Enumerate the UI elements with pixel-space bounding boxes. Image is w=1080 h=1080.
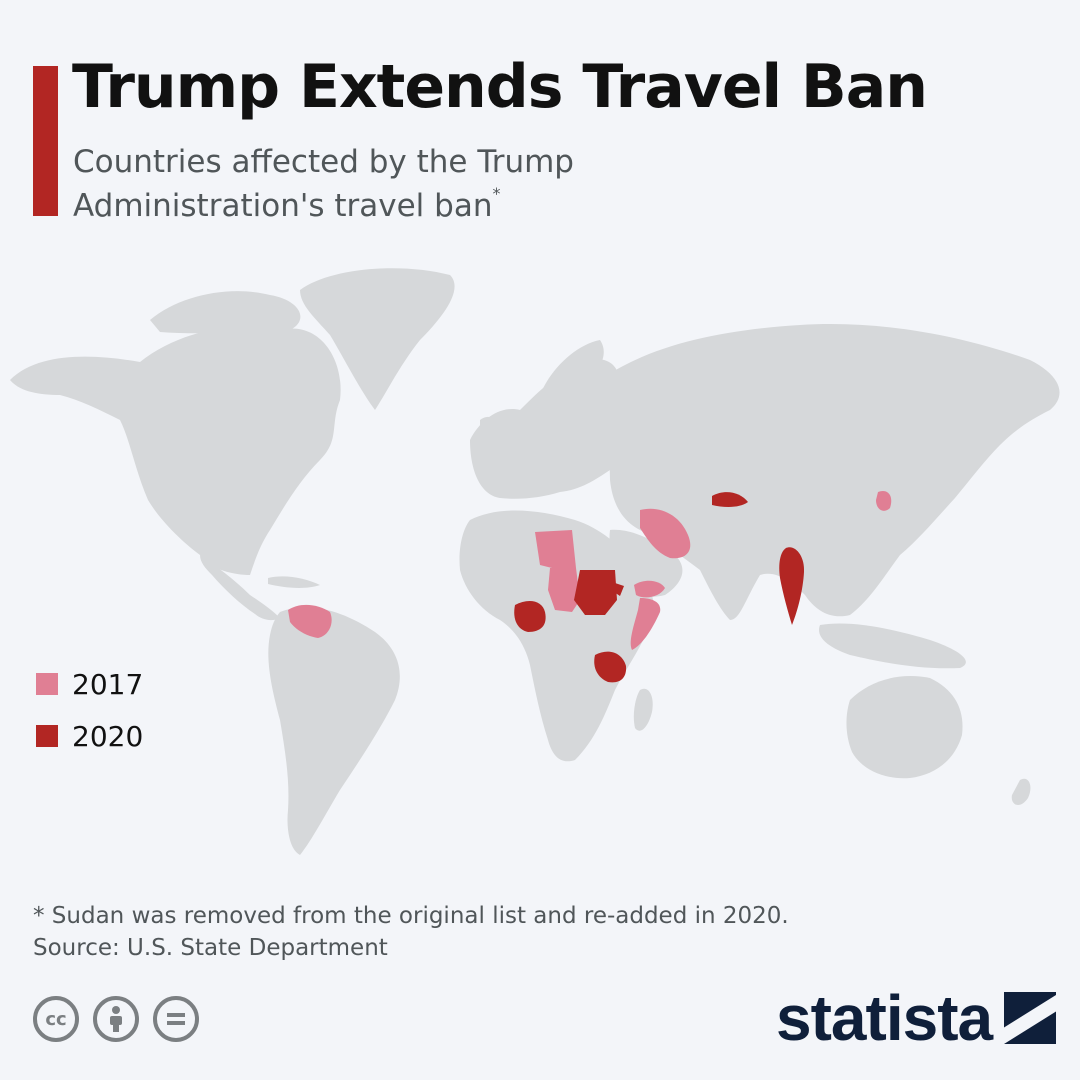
footnote-text: * Sudan was removed from the original li… bbox=[33, 903, 789, 929]
land-madagascar bbox=[633, 688, 653, 731]
country-yemen bbox=[634, 580, 665, 598]
country-tanzania bbox=[594, 651, 627, 683]
license-icons: cc bbox=[33, 996, 213, 1042]
country-somalia bbox=[630, 598, 661, 650]
world-map bbox=[0, 250, 1080, 870]
statista-logo[interactable]: statista bbox=[776, 982, 1057, 1054]
legend-label-2017: 2017 bbox=[72, 667, 144, 701]
land-japan bbox=[906, 469, 930, 516]
legend: 2017 2020 bbox=[36, 664, 143, 768]
legend-item-2017: 2017 bbox=[36, 664, 143, 704]
accent-bar bbox=[33, 66, 58, 216]
attribution-person-icon[interactable] bbox=[93, 996, 139, 1042]
subtitle-footnote-marker: * bbox=[492, 184, 501, 203]
world-map-svg bbox=[10, 268, 1060, 855]
cc-icon[interactable]: cc bbox=[33, 996, 79, 1042]
country-venezuela bbox=[288, 604, 332, 638]
land-british-isles bbox=[480, 416, 499, 441]
country-myanmar bbox=[779, 547, 805, 625]
legend-swatch-2017 bbox=[36, 673, 58, 695]
land-scandinavia bbox=[540, 340, 604, 408]
equal-glyph bbox=[167, 1013, 185, 1025]
source-text: Source: U.S. State Department bbox=[33, 935, 388, 961]
country-kyrgyzstan bbox=[712, 492, 748, 507]
land-europe bbox=[470, 359, 619, 499]
land-new-zealand bbox=[1011, 778, 1031, 806]
country-nigeria bbox=[514, 600, 546, 632]
footnote-block: * Sudan was removed from the original li… bbox=[33, 900, 789, 964]
country-eritrea bbox=[612, 582, 624, 596]
land-asia bbox=[600, 324, 1060, 620]
no-derivatives-equal-icon[interactable] bbox=[153, 996, 199, 1042]
logo-mark-icon bbox=[1004, 992, 1057, 1044]
land-north-america bbox=[10, 326, 341, 575]
country-iran bbox=[640, 508, 691, 559]
country-sudan bbox=[574, 570, 617, 615]
subtitle-text: Countries affected by the Trump Administ… bbox=[73, 144, 574, 224]
person-glyph bbox=[110, 1006, 122, 1032]
subtitle: Countries affected by the Trump Administ… bbox=[73, 140, 693, 228]
legend-item-2020: 2020 bbox=[36, 716, 143, 756]
legend-swatch-2020 bbox=[36, 725, 58, 747]
land-greenland bbox=[300, 268, 455, 410]
land-southeast-asia-islands bbox=[819, 623, 966, 669]
land-australia bbox=[846, 676, 963, 779]
land-central-america bbox=[200, 555, 280, 621]
country-north-korea bbox=[876, 490, 892, 511]
land-arctic-islands bbox=[150, 291, 301, 334]
land-caribbean bbox=[268, 576, 320, 588]
legend-label-2020: 2020 bbox=[72, 719, 144, 753]
land-south-america bbox=[268, 607, 400, 855]
country-chad bbox=[548, 568, 580, 612]
page-title: Trump Extends Travel Ban bbox=[72, 52, 928, 122]
country-libya bbox=[535, 530, 576, 570]
logo-text: statista bbox=[776, 982, 993, 1054]
